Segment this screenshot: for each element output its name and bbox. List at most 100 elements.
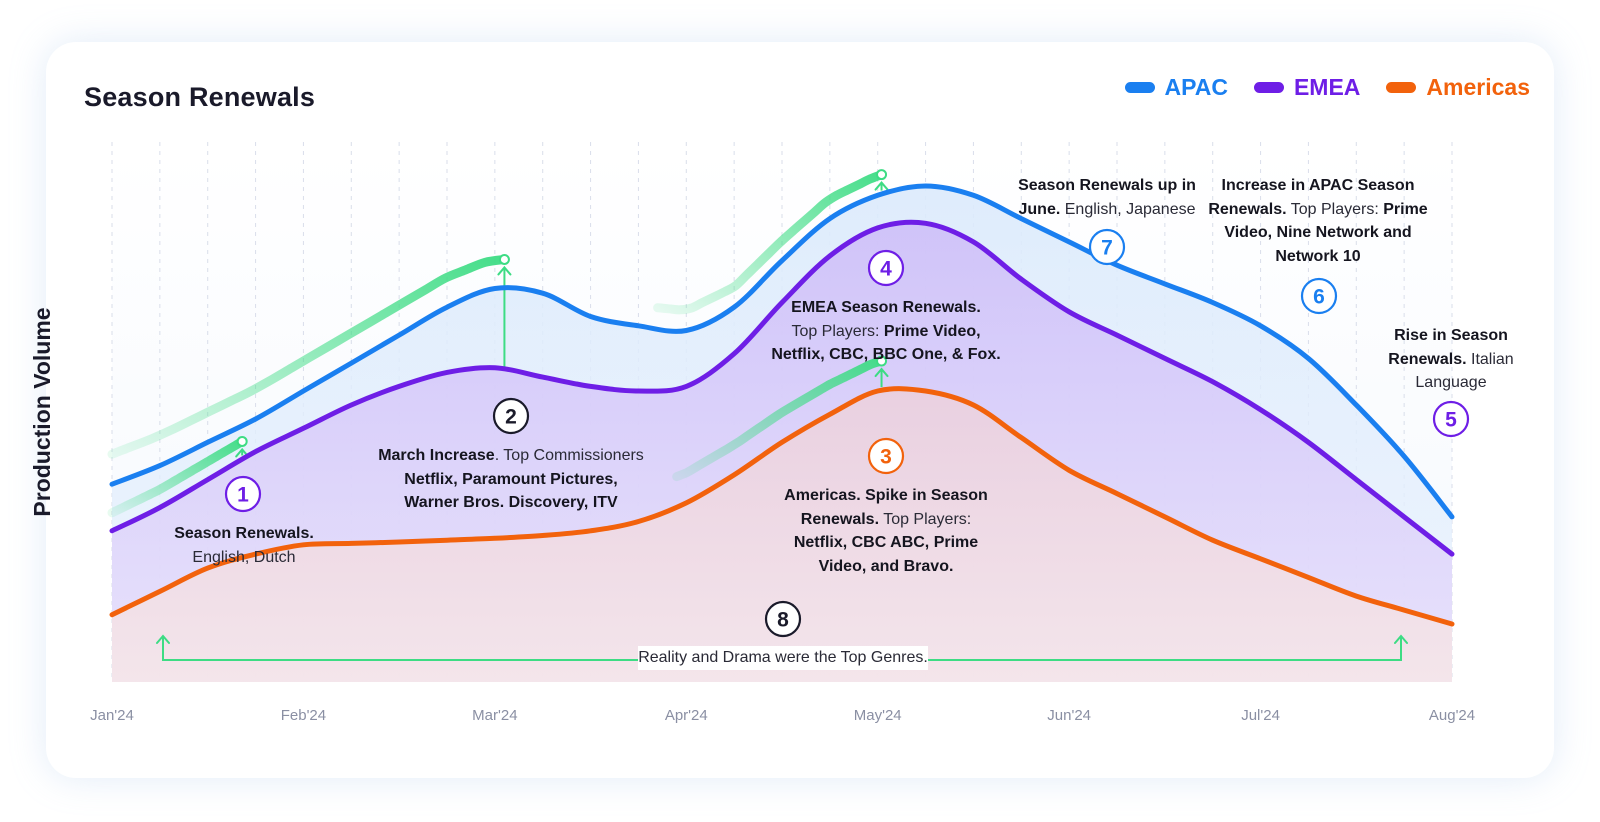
marker-8-number: 8 [777, 609, 789, 632]
annotation-line: Top Players: Prime Video, [686, 320, 1086, 344]
marker-7-circle [1088, 228, 1126, 266]
annotation-detail: Italian [1466, 350, 1514, 368]
annotation-heading: EMEA Season Renewals. [791, 299, 981, 316]
annotation-detail: Top Players: [1286, 200, 1384, 218]
marker-2-number: 2 [505, 406, 517, 429]
x-tick-label: Jul'24 [1241, 707, 1280, 724]
annotation-heading: Netflix, CBC ABC, Prime [793, 534, 979, 551]
annotation-heading: Warner Bros. Discovery, ITV [404, 494, 618, 511]
annotation-heading: Season Renewals up in [1018, 177, 1196, 194]
legend-item-emea: EMEA [1253, 74, 1360, 101]
marker-6-number: 6 [1313, 286, 1325, 309]
annotation-7: Season Renewals up in June. English, Japa… [907, 174, 1307, 221]
annotation-5: Rise in Season Renewals. Italian Language [1251, 324, 1600, 395]
legend: APAC EMEA Americas [1124, 74, 1530, 101]
annotation-line: March Increase. Top Commissioners [311, 444, 711, 468]
trend-arrow-3-endpoint [876, 355, 888, 367]
annotation-heading: Prime [1383, 200, 1428, 218]
legend-label-americas: Americas [1426, 74, 1530, 100]
annotation-1: Season Renewals. English, Dutch [44, 522, 444, 569]
annotation-heading: Netflix, CBC, BBC One, & Fox. [771, 346, 1001, 363]
annotation-heading: Video, and Bravo. [818, 557, 954, 575]
annotation-line: Netflix, CBC, BBC One, & Fox. [686, 343, 1086, 367]
trend-arrow-4-head [874, 181, 889, 191]
trend-arrow-4-endpoint [876, 169, 888, 181]
marker-7-number: 7 [1101, 237, 1113, 260]
annotation-heading: Increase in APAC Season [1221, 177, 1415, 194]
legend-swatch-emea [1253, 82, 1284, 93]
x-tick-label: May'24 [854, 707, 902, 724]
annotation-line: Rise in Season [1251, 324, 1600, 348]
annotation-heading: Renewals. [800, 510, 880, 528]
trend-arrow-1 [107, 436, 247, 518]
trend-arrow-1-endpoint [236, 435, 248, 447]
marker-1-circle [224, 475, 262, 513]
annotation-detail: . Top Commissioners [494, 447, 644, 464]
annotation-6: Increase in APAC Season Renewals. Top Pla… [1118, 174, 1518, 268]
x-tick-label: Aug'24 [1429, 707, 1475, 724]
annotation-line: Season Renewals. [44, 522, 444, 546]
legend-swatch-apac [1124, 82, 1155, 93]
x-tick-label: Apr'24 [665, 707, 708, 724]
annotation-heading: Renewals. [1388, 350, 1467, 368]
legend-swatch-americas [1386, 82, 1417, 93]
annotation-heading: Rise in Season [1394, 327, 1508, 344]
x-tick-label: Jan'24 [90, 707, 134, 724]
annotation-line: Netflix, CBC ABC, Prime [686, 531, 1086, 555]
trend-arrow-2-endpoint [498, 253, 510, 265]
marker-4-number: 4 [880, 258, 892, 281]
annotation-line: Renewals. Top Players: [686, 508, 1086, 532]
annotation-detail: Top Players: [879, 510, 972, 528]
annotation-line: Americas. Spike in Season [686, 484, 1086, 508]
legend-label-apac: APAC [1164, 74, 1228, 100]
genre-bracket-arrow [1394, 634, 1408, 644]
annotation-detail: Reality and Drama were the Top Genres. [638, 649, 928, 666]
chart-title: Season Renewals [84, 82, 316, 112]
annotation-8: Reality and Drama were the Top Genres. [638, 646, 928, 670]
annotation-line: Renewals. Top Players: Prime [1118, 198, 1518, 222]
legend-item-americas: Americas [1386, 74, 1530, 101]
x-tick-label: Mar'24 [472, 707, 517, 724]
trend-arrow-3 [672, 356, 886, 482]
trend-arrow-2 [107, 255, 509, 459]
annotation-heading: March Increase [378, 447, 495, 464]
marker-2-circle [492, 397, 530, 435]
annotation-heading: Network 10 [1275, 247, 1361, 265]
annotation-heading: Americas. Spike in Season [784, 487, 988, 504]
annotation-line: Season Renewals up in [907, 174, 1307, 198]
trend-arrow-3-head [874, 367, 889, 378]
x-tick-label: Feb'24 [281, 707, 326, 724]
annotation-line: Video, Nine Network and [1118, 221, 1518, 245]
marker-6-circle [1300, 277, 1338, 315]
area-americas [112, 388, 1452, 682]
marker-1-number: 1 [237, 484, 249, 507]
annotation-line: Increase in APAC Season [1118, 174, 1518, 198]
annotation-detail: Language [1415, 374, 1487, 391]
marker-5-number: 5 [1445, 409, 1457, 432]
annotation-line: June. English, Japanese [907, 198, 1307, 222]
marker-5-circle [1432, 400, 1470, 438]
annotation-line: English, Dutch [44, 546, 444, 570]
annotation-heading: Renewals. [1208, 200, 1287, 218]
annotation-heading: Video, Nine Network and [1224, 224, 1412, 241]
trend-arrow-4 [653, 170, 886, 315]
annotation-heading: June. [1018, 200, 1061, 218]
annotation-line: Network 10 [1118, 245, 1518, 269]
series-line-americas [109, 386, 1455, 627]
annotation-line: EMEA Season Renewals. [686, 296, 1086, 320]
annotation-2: March Increase. Top Commissioners Netflix… [311, 444, 711, 515]
annotation-4: EMEA Season Renewals. Top Players: Prime … [686, 296, 1086, 367]
annotation-detail: Top Players: [791, 322, 884, 340]
marker-3-circle [867, 437, 905, 475]
marker-4-circle [867, 249, 905, 287]
annotation-heading: Prime Video, [883, 322, 981, 340]
annotation-line: Language [1251, 371, 1600, 395]
annotation-line: Warner Bros. Discovery, ITV [311, 491, 711, 515]
annotation-detail: English, Japanese [1060, 200, 1196, 218]
annotation-line: Renewals. Italian [1251, 348, 1600, 372]
genre-bracket-arrow [156, 634, 170, 644]
series-line-apac [109, 183, 1455, 520]
marker-3-number: 3 [880, 446, 892, 469]
annotation-line: Netflix, Paramount Pictures, [311, 468, 711, 492]
